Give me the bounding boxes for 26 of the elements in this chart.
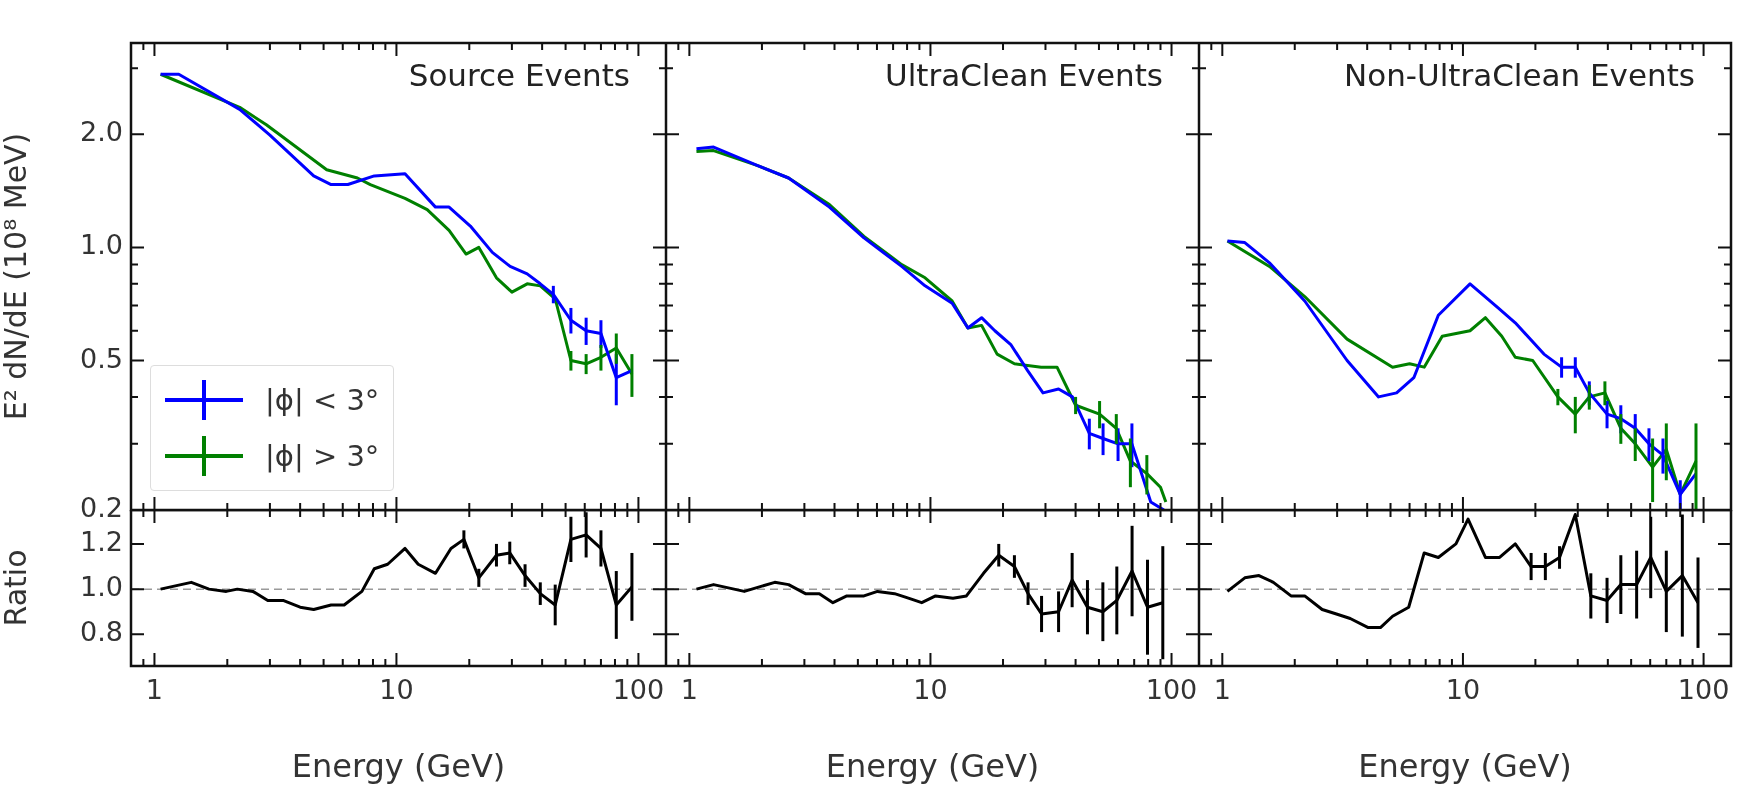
x-tick-label: 1 (1213, 674, 1231, 706)
y-axis-title: E² dN/dE (10⁸ MeV) (0, 132, 33, 421)
x-tick-label: 100 (1145, 674, 1198, 706)
y-tick-label: 2.0 (80, 116, 123, 148)
legend-label: |ϕ| < 3° (265, 383, 380, 417)
x-tick-label: 10 (1445, 674, 1481, 706)
x-tick-label: 1 (680, 674, 698, 706)
x-tick-label: 1 (145, 674, 164, 706)
y-tick-label: 1.0 (80, 571, 123, 603)
x-tick-label: 100 (612, 674, 665, 706)
x-axis-title: Energy (GeV) (1358, 747, 1572, 786)
x-tick-label: 10 (913, 674, 948, 706)
y-tick-label: 1.0 (80, 229, 123, 261)
legend-label: |ϕ| > 3° (265, 439, 380, 473)
y-tick-label: 0.2 (80, 492, 123, 524)
x-axis-title: Energy (GeV) (825, 747, 1040, 786)
y-tick-label: 0.8 (80, 616, 123, 648)
y-tick-label: 0.5 (80, 342, 123, 374)
x-tick-label: 100 (1677, 674, 1730, 706)
text: Non-UltraClean Events (1344, 57, 1695, 93)
x-tick-label: 10 (379, 674, 414, 706)
text: UltraClean Events (885, 57, 1163, 93)
text: Source Events (408, 57, 630, 93)
x-axis-title: Energy (GeV) (291, 747, 506, 786)
y-axis-title: Ratio (0, 549, 33, 627)
y-tick-label: 1.2 (80, 525, 123, 557)
